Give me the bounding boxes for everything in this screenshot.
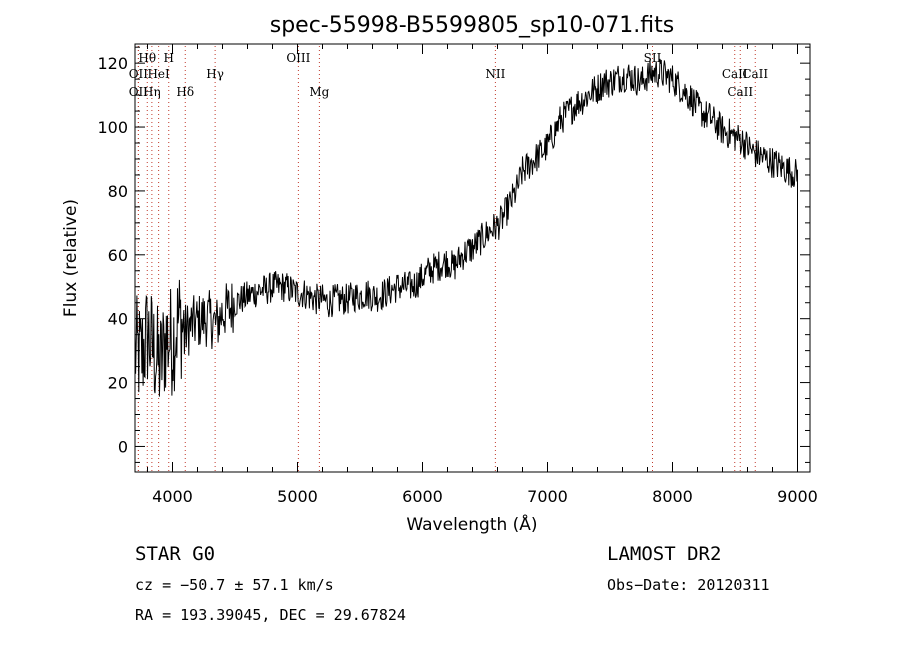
x-axis-label: Wavelength (Å) — [406, 513, 537, 535]
axis-ticks: 4000 5000 6000 7000 8000 9000 0 20 40 60 80 100 120 — [97, 44, 818, 506]
line-marker-label: OII — [129, 85, 149, 99]
x-tick-label: 5000 — [277, 487, 318, 506]
x-tick-label: 8000 — [652, 487, 693, 506]
line-marker-label: NII — [485, 67, 505, 81]
y-tick-label: 120 — [97, 54, 128, 73]
line-marker-label: CaII — [727, 85, 753, 99]
x-tick-label: 9000 — [777, 487, 818, 506]
line-marker-label: SII — [644, 51, 662, 65]
plot-frame — [134, 43, 811, 473]
line-marker-label: CaII — [722, 67, 748, 81]
survey-name: LAMOST DR2 — [607, 543, 722, 565]
spectrum-line — [134, 58, 798, 463]
y-tick-label: 80 — [108, 182, 128, 201]
y-tick-label: 20 — [108, 374, 128, 393]
line-marker-label: Hη — [143, 85, 161, 99]
obs-date: Obs−Date: 20120311 — [607, 576, 770, 594]
object-class: STAR G0 — [135, 543, 216, 565]
x-tick-label: 6000 — [402, 487, 443, 506]
line-marker-label: Hδ — [176, 85, 194, 99]
y-axis-label: Flux (relative) — [61, 199, 81, 317]
y-tick-label: 100 — [97, 118, 128, 137]
y-tick-label: 40 — [108, 310, 128, 329]
x-tick-label: 7000 — [527, 487, 568, 506]
line-marker-label: HeI — [147, 67, 170, 81]
line-marker-label: Hγ — [206, 67, 224, 81]
y-tick-label: 0 — [118, 437, 128, 456]
line-marker-label: Mg — [309, 85, 329, 99]
chart-title: spec-55998-B5599805_sp10-071.fits — [270, 13, 675, 38]
line-marker-label: CaII — [742, 67, 768, 81]
spectrum-series — [134, 58, 798, 463]
x-tick-label: 4000 — [152, 487, 193, 506]
line-marker-label: H — [164, 51, 174, 65]
line-marker-label: OIII — [286, 51, 310, 65]
coordinates: RA = 193.39045, DEC = 29.67824 — [135, 606, 406, 624]
y-tick-label: 60 — [108, 246, 128, 265]
redshift-cz: cz = −50.7 ± 57.1 km/s — [135, 576, 334, 594]
